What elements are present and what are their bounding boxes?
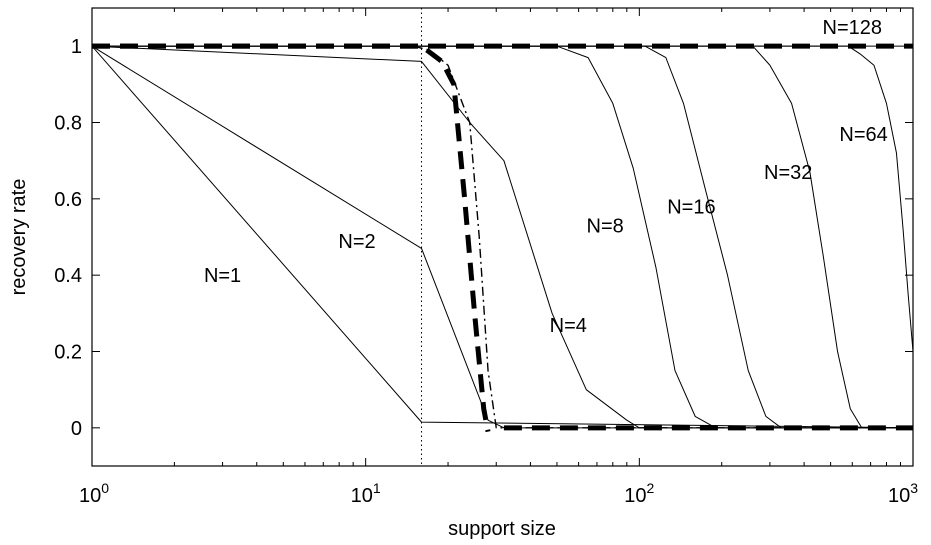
x-tick-label: 101 — [351, 480, 381, 507]
x-tick-label: 103 — [888, 480, 918, 507]
y-tick-label: 0.2 — [54, 342, 82, 364]
series-line-n1 — [92, 45, 913, 429]
series-label-n2: N=2 — [338, 231, 375, 253]
y-tick-label: 0 — [71, 418, 82, 440]
x-tick-label: 102 — [624, 480, 654, 507]
y-tick-label: 0.4 — [54, 265, 82, 287]
series-line-n64 — [92, 45, 913, 352]
y-tick-label: 0.8 — [54, 113, 82, 135]
series-line-n8 — [92, 45, 913, 429]
series-label-n64: N=64 — [839, 124, 887, 146]
series-line-thickdash-9 — [92, 43, 491, 433]
series-line-n2 — [92, 45, 913, 429]
series-label-n1: N=1 — [204, 265, 241, 287]
x-axis-title: support size — [448, 518, 556, 540]
plot-frame — [91, 7, 914, 467]
series-label-n8: N=8 — [587, 216, 624, 238]
y-tick-label: 1 — [71, 36, 82, 58]
series-line-n32 — [92, 45, 913, 429]
series-label-n128: N=128 — [823, 17, 883, 39]
y-axis-title: recovery rate — [8, 179, 30, 296]
series-line-n16 — [92, 45, 913, 429]
x-tick-label: 100 — [79, 480, 109, 507]
y-tick-label: 0.6 — [54, 189, 82, 211]
series-line-n4 — [92, 45, 913, 429]
series-label-n4: N=4 — [550, 315, 587, 337]
series-label-n16: N=16 — [667, 196, 715, 218]
series-label-n32: N=32 — [764, 162, 812, 184]
series-line-dashdot-8 — [413, 45, 913, 429]
